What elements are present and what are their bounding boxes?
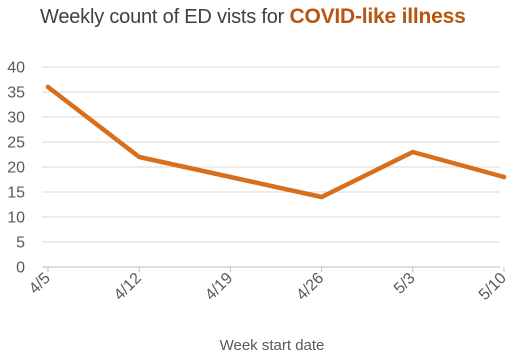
- y-tick-label-5: 5: [16, 235, 25, 252]
- x-tick-label: 4/19: [202, 270, 236, 304]
- series-line-0: [45, 84, 507, 200]
- chart-title-prefix: Weekly count of ED vists for: [40, 6, 290, 28]
- x-tick-label: 4/5: [26, 270, 54, 298]
- data-point: [501, 174, 507, 180]
- data-point: [319, 194, 324, 200]
- y-tick-label-25: 25: [7, 135, 25, 152]
- y-tick-label-0: 0: [16, 260, 25, 277]
- y-tick-label-10: 10: [7, 210, 25, 227]
- x-axis: [42, 266, 505, 272]
- y-tick-label-40: 40: [7, 60, 25, 77]
- data-point: [137, 154, 142, 160]
- chart-title-highlight: COVID-like illness: [289, 5, 466, 28]
- gridlines: [42, 66, 500, 243]
- data-point: [45, 84, 51, 90]
- y-tick-label-20: 20: [7, 160, 25, 177]
- y-tick-label-15: 15: [7, 185, 25, 202]
- y-tick-label-30: 30: [7, 110, 25, 127]
- data-point: [410, 149, 415, 155]
- y-axis-tick-labels: 0 5 10 15 20 25 30 35 40: [7, 60, 25, 277]
- series-layer: [45, 84, 507, 200]
- x-tick-label: 4/12: [111, 270, 145, 304]
- data-point: [228, 174, 233, 180]
- y-tick-label-35: 35: [7, 85, 25, 102]
- x-axis-tick-labels: 4/5 4/12 4/19 4/26 5/3 5/10: [26, 270, 510, 304]
- x-axis-title: Week start date: [220, 337, 325, 354]
- x-tick-label: 4/26: [293, 270, 327, 304]
- x-tick-label: 5/10: [476, 270, 510, 304]
- x-tick-label: 5/3: [391, 270, 419, 298]
- chart-title: Weekly count of ED vists for COVID-like …: [40, 5, 466, 29]
